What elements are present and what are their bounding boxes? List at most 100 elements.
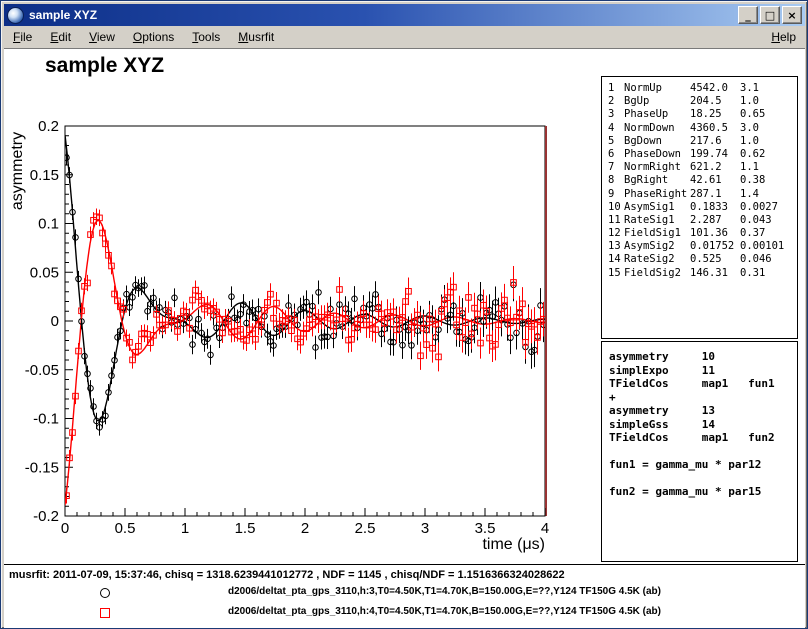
close-button[interactable]: × <box>782 6 802 24</box>
p-err: 3.0 <box>740 122 759 135</box>
menu-bar: FileEditViewOptionsToolsMusrfit Help <box>4 26 805 48</box>
p-val: 18.25 <box>690 108 740 121</box>
p-val: 2.287 <box>690 214 740 227</box>
legend-label: d2006/deltat_pta_gps_3110,h:3,T0=4.50K,T… <box>228 586 661 597</box>
svg-text:2: 2 <box>301 520 309 537</box>
p-name: AsymSig1 <box>624 201 690 214</box>
legend-row: d2006/deltat_pta_gps_3110,h:3,T0=4.50K,T… <box>4 584 805 602</box>
param-row: 7NormRight621.21.1 <box>608 161 797 174</box>
axis-ticks <box>65 126 545 516</box>
theory-box: asymmetry 10simplExpo 11TFieldCos map1 f… <box>601 341 798 562</box>
p-no: 12 <box>608 227 624 240</box>
p-no: 13 <box>608 240 624 253</box>
p-val: 287.1 <box>690 188 740 201</box>
p-err: 1.0 <box>740 95 759 108</box>
p-val: 4542.0 <box>690 82 740 95</box>
root-canvas[interactable]: sample XYZ -0.2-0.15-0.1-0.0500.050.10.1… <box>4 48 805 627</box>
p-err: 0.37 <box>740 227 765 240</box>
p-err: 0.0027 <box>740 201 778 214</box>
p-err: 0.043 <box>740 214 772 227</box>
p-name: NormRight <box>624 161 690 174</box>
p-no: 3 <box>608 108 624 121</box>
p-name: PhaseRight <box>624 188 690 201</box>
p-err: 3.1 <box>740 82 759 95</box>
p-name: BgDown <box>624 135 690 148</box>
y-axis-label: asymmetry <box>9 132 26 210</box>
menu-item-help[interactable]: Help <box>762 27 805 47</box>
svg-text:1.5: 1.5 <box>235 520 256 537</box>
param-row: 14RateSig20.5250.046 <box>608 253 797 266</box>
circle-marker-icon <box>100 588 110 598</box>
p-err: 0.31 <box>740 267 765 280</box>
theory-line: + <box>609 391 797 405</box>
param-row: 9PhaseRight287.11.4 <box>608 188 797 201</box>
p-val: 621.2 <box>690 161 740 174</box>
p-name: PhaseUp <box>624 108 690 121</box>
svg-text:1: 1 <box>181 520 189 537</box>
p-name: FieldSig1 <box>624 227 690 240</box>
plot-area[interactable]: -0.2-0.15-0.1-0.0500.050.10.150.200.511.… <box>4 49 604 564</box>
menu-item-tools[interactable]: Tools <box>183 27 229 47</box>
svg-text:0.1: 0.1 <box>38 216 59 233</box>
param-row: 8BgRight42.610.38 <box>608 174 797 187</box>
menu-item-view[interactable]: View <box>80 27 124 47</box>
p-val: 0.01752 <box>690 240 740 253</box>
menu-item-musrfit[interactable]: Musrfit <box>229 27 283 47</box>
theory-line: simplExpo 11 <box>609 364 797 378</box>
p-no: 8 <box>608 174 624 187</box>
param-row: 2BgUp204.51.0 <box>608 95 797 108</box>
p-no: 2 <box>608 95 624 108</box>
series-h3 <box>64 150 547 436</box>
plot-frame <box>65 126 545 516</box>
svg-text:0.15: 0.15 <box>30 167 59 184</box>
p-val: 42.61 <box>690 174 740 187</box>
theory-line: fun1 = gamma_mu * par12 <box>609 458 797 472</box>
p-no: 7 <box>608 161 624 174</box>
plot-svg[interactable]: -0.2-0.15-0.1-0.0500.050.10.150.200.511.… <box>4 49 604 564</box>
p-err: 1.0 <box>740 135 759 148</box>
p-no: 10 <box>608 201 624 214</box>
svg-text:0.05: 0.05 <box>30 264 59 281</box>
p-name: BgUp <box>624 95 690 108</box>
legend-row: d2006/deltat_pta_gps_3110,h:4,T0=4.50K,T… <box>4 604 805 622</box>
param-row: 15FieldSig2146.310.31 <box>608 267 797 280</box>
menu-item-edit[interactable]: Edit <box>41 27 80 47</box>
maximize-button[interactable]: □ <box>760 6 780 24</box>
param-row: 6PhaseDown199.740.62 <box>608 148 797 161</box>
legend: d2006/deltat_pta_gps_3110,h:3,T0=4.50K,T… <box>4 565 805 629</box>
p-name: RateSig1 <box>624 214 690 227</box>
p-name: BgRight <box>624 174 690 187</box>
app-window: sample XYZ _ □ × FileEditViewOptionsTool… <box>0 0 808 629</box>
svg-text:-0.15: -0.15 <box>25 459 59 476</box>
svg-text:3.5: 3.5 <box>475 520 496 537</box>
theory-line: TFieldCos map1 fun1 <box>609 377 797 391</box>
p-err: 0.00101 <box>740 240 784 253</box>
p-name: PhaseDown <box>624 148 690 161</box>
minimize-button[interactable]: _ <box>738 6 758 24</box>
menu-item-options[interactable]: Options <box>124 27 183 47</box>
menu-item-file[interactable]: File <box>4 27 41 47</box>
fit-curve-h3 <box>65 135 545 421</box>
p-val: 0.525 <box>690 253 740 266</box>
legend-label: d2006/deltat_pta_gps_3110,h:4,T0=4.50K,T… <box>228 606 661 617</box>
p-no: 5 <box>608 135 624 148</box>
param-row: 11RateSig12.2870.043 <box>608 214 797 227</box>
svg-text:2.5: 2.5 <box>355 520 376 537</box>
axis-tick-labels: -0.2-0.15-0.1-0.0500.050.10.150.200.511.… <box>25 118 549 537</box>
p-name: NormUp <box>624 82 690 95</box>
p-err: 0.046 <box>740 253 772 266</box>
param-table: 1NormUp4542.03.12BgUp204.51.03PhaseUp18.… <box>601 76 798 339</box>
param-row: 10AsymSig10.18330.0027 <box>608 201 797 214</box>
app-icon[interactable] <box>7 7 24 24</box>
svg-text:0.5: 0.5 <box>115 520 136 537</box>
p-no: 11 <box>608 214 624 227</box>
theory-line: fun2 = gamma_mu * par15 <box>609 485 797 499</box>
p-no: 15 <box>608 267 624 280</box>
p-err: 0.38 <box>740 174 765 187</box>
title-bar[interactable]: sample XYZ _ □ × <box>4 4 805 26</box>
square-marker-icon <box>100 608 110 618</box>
p-err: 0.62 <box>740 148 765 161</box>
p-err: 1.1 <box>740 161 759 174</box>
p-val: 199.74 <box>690 148 740 161</box>
p-val: 101.36 <box>690 227 740 240</box>
